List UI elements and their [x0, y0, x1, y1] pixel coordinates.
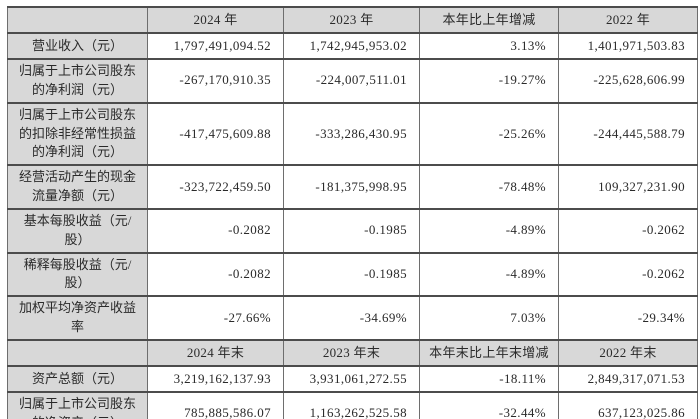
corner-cell	[7, 6, 148, 34]
metric-label: 加权平均净资产收益率	[7, 295, 148, 341]
metric-label: 稀释每股收益（元/股）	[7, 251, 148, 298]
metric-label: 基本每股收益（元/股）	[7, 207, 148, 254]
value-yoy-change: -4.89%	[419, 251, 559, 298]
row-net-profit-attributable: 归属于上市公司股东的净利润（元） -267,170,910.35 -224,00…	[7, 58, 698, 104]
financial-summary-table: 2024 年 2023 年 本年比上年增减 2022 年 营业收入（元） 1,7…	[7, 6, 698, 419]
col-header-2024-end: 2024 年末	[147, 338, 284, 367]
metric-label: 归属于上市公司股东的扣除非经常性损益的净利润（元）	[7, 101, 148, 167]
value-2024: -417,475,609.88	[147, 101, 284, 167]
row-net-profit-excl-nonrecurring: 归属于上市公司股东的扣除非经常性损益的净利润（元） -417,475,609.8…	[7, 101, 698, 167]
value-2023: -34.69%	[283, 295, 420, 341]
value-2023: -181,375,998.95	[283, 164, 420, 210]
metric-label: 经营活动产生的现金流量净额（元）	[7, 164, 148, 210]
value-2023: -0.1985	[283, 251, 420, 298]
value-2022: 109,327,231.90	[558, 164, 698, 210]
value-yoy-change: -4.89%	[419, 207, 559, 254]
value-2024: -27.66%	[147, 295, 284, 341]
metric-label: 归属于上市公司股东的净资产（元）	[7, 390, 148, 419]
col-header-2022-end: 2022 年末	[558, 338, 698, 367]
row-total-assets: 资产总额（元） 3,219,162,137.93 3,931,061,272.5…	[7, 364, 698, 393]
col-header-2023: 2023 年	[283, 6, 420, 34]
metric-label: 归属于上市公司股东的净利润（元）	[7, 58, 148, 104]
value-yoy-change: 3.13%	[419, 32, 559, 60]
value-2022: -0.2062	[558, 251, 698, 298]
value-2023: -333,286,430.95	[283, 101, 420, 167]
value-2023: 1,742,945,953.02	[283, 32, 420, 60]
col-header-yoy-change: 本年比上年增减	[419, 6, 559, 34]
value-2022: -0.2062	[558, 207, 698, 254]
value-yoy-change: -18.11%	[419, 364, 559, 393]
year-end-header-row: 2024 年末 2023 年末 本年末比上年末增减 2022 年末	[7, 338, 698, 367]
annual-header-row: 2024 年 2023 年 本年比上年增减 2022 年	[7, 6, 698, 34]
value-2022: -244,445,588.79	[558, 101, 698, 167]
row-operating-cash-flow: 经营活动产生的现金流量净额（元） -323,722,459.50 -181,37…	[7, 164, 698, 210]
value-2022: 2,849,317,071.53	[558, 364, 698, 393]
value-2023: -0.1985	[283, 207, 420, 254]
value-2024: -267,170,910.35	[147, 58, 284, 104]
value-yoy-change: -78.48%	[419, 164, 559, 210]
col-header-2023-end: 2023 年末	[283, 338, 420, 367]
col-header-2024: 2024 年	[147, 6, 284, 34]
value-2023: -224,007,511.01	[283, 58, 420, 104]
value-2024: -0.2082	[147, 207, 284, 254]
metric-label: 营业收入（元）	[7, 32, 148, 60]
value-2024: 785,885,586.07	[147, 390, 284, 419]
col-header-yoy-end-change: 本年末比上年末增减	[419, 338, 559, 367]
corner-cell	[7, 338, 148, 367]
value-yoy-change: 7.03%	[419, 295, 559, 341]
value-2024: -323,722,459.50	[147, 164, 284, 210]
value-2024: 1,797,491,094.52	[147, 32, 284, 60]
row-weighted-avg-roe: 加权平均净资产收益率 -27.66% -34.69% 7.03% -29.34%	[7, 295, 698, 341]
value-2024: 3,219,162,137.93	[147, 364, 284, 393]
value-2022: -225,628,606.99	[558, 58, 698, 104]
row-net-assets-attributable: 归属于上市公司股东的净资产（元） 785,885,586.07 1,163,26…	[7, 390, 698, 419]
value-2022: 637,123,025.86	[558, 390, 698, 419]
value-yoy-change: -32.44%	[419, 390, 559, 419]
value-2023: 3,931,061,272.55	[283, 364, 420, 393]
row-basic-eps: 基本每股收益（元/股） -0.2082 -0.1985 -4.89% -0.20…	[7, 207, 698, 254]
value-2023: 1,163,262,525.58	[283, 390, 420, 419]
metric-label: 资产总额（元）	[7, 364, 148, 393]
value-2024: -0.2082	[147, 251, 284, 298]
value-2022: 1,401,971,503.83	[558, 32, 698, 60]
value-2022: -29.34%	[558, 295, 698, 341]
value-yoy-change: -25.26%	[419, 101, 559, 167]
col-header-2022: 2022 年	[558, 6, 698, 34]
value-yoy-change: -19.27%	[419, 58, 559, 104]
row-operating-revenue: 营业收入（元） 1,797,491,094.52 1,742,945,953.0…	[7, 32, 698, 60]
row-diluted-eps: 稀释每股收益（元/股） -0.2082 -0.1985 -4.89% -0.20…	[7, 251, 698, 298]
